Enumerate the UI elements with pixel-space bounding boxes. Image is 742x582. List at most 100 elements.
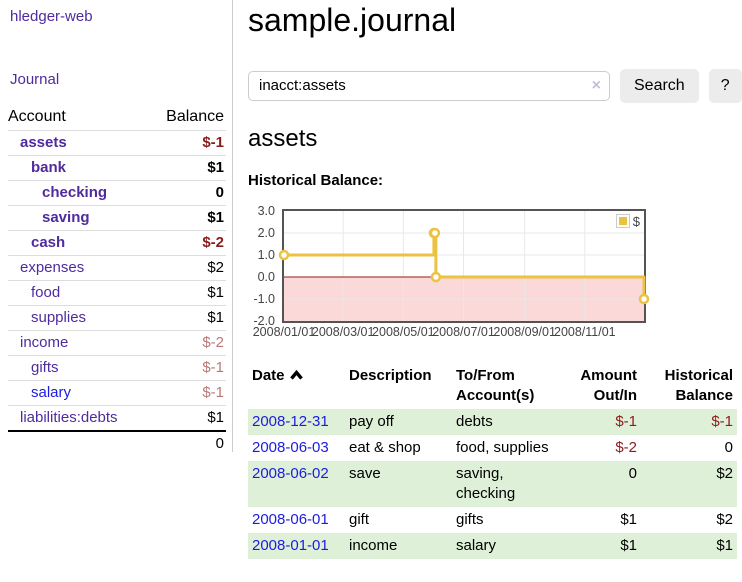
sort-ascending-icon	[289, 369, 303, 380]
chart-legend: $	[615, 213, 640, 229]
transaction-description: gift	[349, 510, 370, 528]
transaction-balance: 0	[724, 438, 733, 456]
register-header-date-label: Date	[252, 366, 285, 384]
account-link-liabilities-debts[interactable]: liabilities:debts	[20, 409, 118, 426]
account-balance: $2	[149, 255, 226, 281]
register-header-date[interactable]: Date	[248, 363, 345, 409]
sidebar: hledger-web Journal Account Balance asse…	[0, 0, 233, 456]
account-balance: $1	[149, 280, 226, 306]
x-axis-tick-label: 2008/11/01	[553, 324, 616, 339]
transaction-amount: $-1	[615, 412, 637, 430]
register-row: 2008-06-01 gift gifts $1 $2	[248, 507, 737, 533]
register-header-description: Description	[349, 366, 432, 384]
account-link-assets[interactable]: assets	[20, 134, 67, 151]
register-row: 2008-12-31 pay off debts $-1 $-1	[248, 408, 737, 435]
account-balance: $-1	[149, 355, 226, 381]
y-axis-tick-label: -1.0	[253, 291, 275, 306]
transaction-date-link[interactable]: 2008-06-01	[252, 510, 329, 528]
legend-swatch	[615, 214, 630, 229]
account-row: supplies $1	[8, 305, 226, 331]
account-balance: $1	[149, 205, 226, 231]
transaction-accounts: gifts	[456, 510, 484, 528]
register-table: Date Description To/From Account(s) Amou…	[248, 363, 737, 559]
account-link-salary[interactable]: salary	[31, 384, 72, 401]
account-row: bank $1	[8, 155, 226, 181]
transaction-accounts: debts	[456, 412, 493, 430]
account-balance: $-1	[149, 130, 226, 156]
balance-chart-plot: $	[278, 208, 650, 323]
account-link-supplies[interactable]: supplies	[31, 309, 87, 326]
account-row: salary $-1	[8, 380, 226, 406]
register-row: 2008-06-02 save saving, checking 0 $2	[248, 460, 737, 507]
account-link-checking[interactable]: checking	[42, 184, 108, 201]
transaction-date-link[interactable]: 2008-01-01	[252, 536, 329, 554]
account-link-cash[interactable]: cash	[31, 234, 66, 251]
transaction-amount: $1	[620, 536, 637, 554]
legend-label: $	[632, 213, 640, 229]
help-button[interactable]: ?	[708, 68, 742, 103]
main-content: sample.journal × Search ? assets Histori…	[233, 0, 742, 559]
search-button[interactable]: Search	[620, 68, 699, 103]
accounts-header-balance: Balance	[166, 108, 224, 125]
transaction-accounts: salary	[456, 536, 497, 554]
account-link-food[interactable]: food	[31, 284, 61, 301]
register-row: 2008-06-03 eat & shop food, supplies $-2…	[248, 435, 737, 461]
account-balance: $-2	[149, 230, 226, 256]
account-balance: $-1	[149, 380, 226, 406]
account-row: checking 0	[8, 180, 226, 206]
account-balance: 0	[149, 180, 226, 206]
account-row: gifts $-1	[8, 355, 226, 381]
account-link-expenses[interactable]: expenses	[20, 259, 85, 276]
transaction-amount: 0	[628, 464, 637, 482]
account-link-gifts[interactable]: gifts	[31, 359, 59, 376]
account-link-saving[interactable]: saving	[42, 209, 90, 226]
accounts-table: Account Balance assets $-1 bank $1 check…	[8, 104, 226, 456]
data-point-marker	[430, 271, 442, 283]
transaction-accounts: saving, checking	[456, 464, 516, 502]
brand-link[interactable]: hledger-web	[10, 8, 93, 25]
account-balance: $1	[149, 155, 226, 181]
transaction-date-link[interactable]: 2008-12-31	[252, 412, 329, 430]
legend-swatch-color	[618, 217, 627, 226]
search-input[interactable]	[248, 70, 610, 101]
y-axis-tick-label: 3.0	[257, 203, 275, 218]
account-link-income[interactable]: income	[20, 334, 69, 351]
x-axis-tick-label: 2008/01/01	[252, 324, 316, 339]
sidebar-item-journal[interactable]: Journal	[10, 71, 60, 88]
transaction-description: pay off	[349, 412, 394, 430]
transaction-description: eat & shop	[349, 438, 421, 456]
account-balance: $-2	[149, 330, 226, 356]
transaction-date-link[interactable]: 2008-06-02	[252, 464, 329, 482]
register-row: 2008-01-01 income salary $1 $1	[248, 532, 737, 559]
account-row: cash $-2	[8, 230, 226, 256]
y-axis-tick-label: 0.0	[257, 269, 275, 284]
search-form: × Search ?	[248, 68, 742, 103]
chart-canvas	[278, 210, 650, 321]
transaction-amount: $-2	[615, 438, 637, 456]
account-row: saving $1	[8, 205, 226, 231]
transaction-description: save	[349, 464, 381, 482]
x-axis-tick-label: 2008/09/01	[493, 324, 556, 339]
transaction-date-link[interactable]: 2008-06-03	[252, 438, 329, 456]
balance-chart-yaxis: 3.0 2.0 1.0 0.0 -1.0 -2.0	[248, 204, 276, 328]
transaction-description: income	[349, 536, 398, 554]
transaction-balance: $2	[716, 464, 733, 482]
account-balance: $1	[149, 405, 226, 431]
register-header-row: Date Description To/From Account(s) Amou…	[248, 363, 737, 409]
data-point-marker	[429, 227, 441, 239]
account-row: liabilities:debts $1	[8, 405, 226, 431]
y-axis-tick-label: -2.0	[253, 313, 275, 328]
accounts-header-row: Account Balance	[8, 104, 226, 131]
clear-search-icon[interactable]: ×	[591, 76, 601, 94]
transaction-accounts: food, supplies	[456, 438, 549, 456]
data-point-marker	[638, 293, 650, 305]
historical-balance-chart: 3.0 2.0 1.0 0.0 -1.0 -2.0 $ 2008/01/01 2008/03…	[248, 201, 742, 343]
y-axis-tick-label: 1.0	[257, 247, 275, 262]
y-axis-tick-label: 2.0	[257, 225, 275, 240]
page-title: sample.journal	[248, 2, 457, 38]
transaction-amount: $1	[620, 510, 637, 528]
account-link-bank[interactable]: bank	[31, 159, 67, 176]
register-header-accounts: To/From Account(s)	[456, 366, 535, 404]
x-axis-tick-label: 2008/05/01	[372, 324, 435, 339]
transaction-balance: $2	[716, 510, 733, 528]
